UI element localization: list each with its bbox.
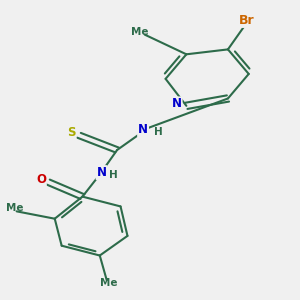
Text: N: N — [172, 98, 182, 110]
Text: Me: Me — [100, 278, 117, 288]
Text: H: H — [154, 127, 162, 137]
Text: Br: Br — [239, 14, 255, 27]
Text: N: N — [138, 123, 148, 136]
Text: Me: Me — [6, 203, 24, 213]
Text: H: H — [109, 170, 117, 180]
Text: O: O — [36, 173, 46, 186]
Text: S: S — [67, 126, 76, 139]
Text: Me: Me — [131, 27, 148, 37]
Text: N: N — [97, 166, 106, 179]
